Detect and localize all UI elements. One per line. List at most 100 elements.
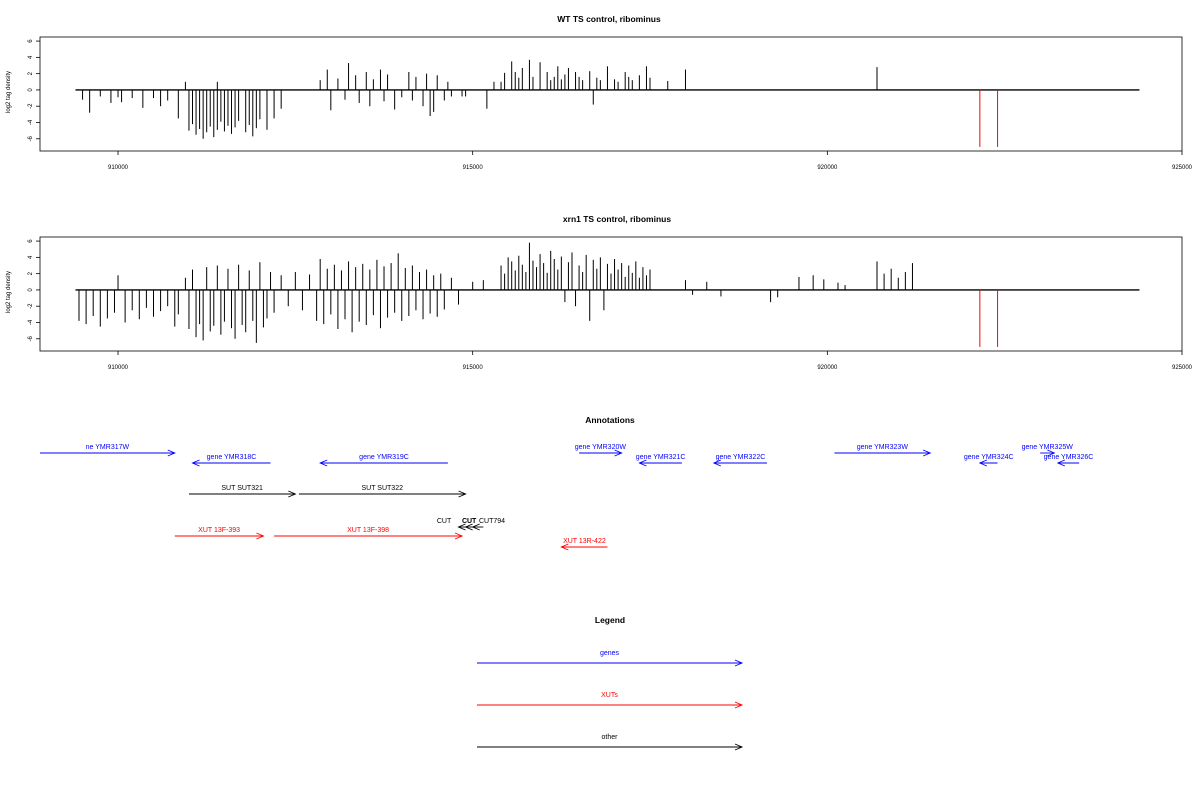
- feature-label: gene YMR322C: [716, 454, 766, 461]
- feature-label: gene YMR323W: [857, 444, 909, 451]
- feature-other: CUT: [437, 518, 466, 531]
- xrn1-density-panel: xrn1 TS control, ribominus log2 tag dens…: [6, 214, 1193, 371]
- feature-arrow-head: [560, 543, 569, 551]
- marker-lines: [979, 289, 999, 347]
- y-tick-label: 2: [28, 71, 34, 75]
- y-tick-label: 4: [28, 55, 34, 59]
- feature-arrow-head: [319, 459, 328, 467]
- marker-lines: [979, 89, 999, 147]
- feature-gene: gene YMR321C: [636, 454, 686, 467]
- feature-other: CUT794: [471, 518, 505, 531]
- legend-items: genes XUTs other: [477, 650, 744, 751]
- feature-label: CUT794: [479, 518, 505, 525]
- feature-arrow-head: [464, 523, 473, 531]
- y-tick-label: 4: [28, 255, 34, 259]
- feature-label: XUT 13F-398: [347, 527, 389, 534]
- x-tick-label: 920000: [817, 165, 838, 171]
- y-tick-label: 6: [28, 239, 34, 243]
- y-tick-label: 6: [28, 39, 34, 43]
- feature-label: gene YMR325W: [1022, 444, 1074, 451]
- y-axis-label: log2 tag density: [6, 271, 12, 313]
- feature-label: CUT: [462, 518, 477, 525]
- feature-gene: ne YMR317W: [40, 444, 176, 457]
- y-tick-label: -6: [28, 335, 34, 341]
- feature-gene: gene YMR325W: [1022, 444, 1074, 457]
- feature-label: SUT SUT321: [221, 485, 263, 492]
- feature-arrow-head: [471, 523, 480, 531]
- legend-arrow-head: [734, 701, 744, 709]
- feature-other: CUT: [462, 518, 477, 531]
- feature-arrow-head: [638, 459, 647, 467]
- feature-arrow-head: [256, 532, 265, 540]
- panel-title: xrn1 TS control, ribominus: [563, 214, 671, 224]
- feature-arrow-head: [614, 449, 623, 457]
- y-tick-label: -2: [28, 103, 34, 109]
- annotations-title: Annotations: [585, 415, 635, 425]
- legend-item-gene: genes: [477, 650, 744, 667]
- y-tick-label: -6: [28, 135, 34, 141]
- feature-label: gene YMR319C: [359, 454, 409, 461]
- x-tick-label: 915000: [463, 165, 484, 171]
- x-axis: 910000 915000 920000 925000: [108, 151, 1193, 171]
- feature-label: XUT 13F-393: [198, 527, 240, 534]
- legend-label: genes: [600, 650, 620, 657]
- feature-arrow-head: [167, 449, 176, 457]
- y-tick-label: 0: [28, 288, 34, 292]
- feature-gene: gene YMR323W: [834, 444, 932, 457]
- feature-gene: gene YMR322C: [712, 454, 768, 467]
- feature-gene: gene YMR324C: [964, 454, 1014, 467]
- feature-arrow-head: [454, 532, 464, 540]
- feature-label: gene YMR321C: [636, 454, 686, 461]
- y-tick-label: -4: [28, 319, 34, 325]
- feature-label: ne YMR317W: [86, 444, 130, 451]
- feature-xut: XUT 13R-422: [560, 538, 608, 551]
- y-tick-label: 0: [28, 88, 34, 92]
- feature-arrow-head: [288, 490, 297, 498]
- y-tick-label: -4: [28, 119, 34, 125]
- feature-arrow-head: [1056, 459, 1066, 467]
- feature-other: SUT SUT321: [188, 485, 297, 498]
- x-tick-label: 925000: [1172, 365, 1193, 371]
- feature-arrow-head: [923, 449, 932, 457]
- feature-label: gene YMR318C: [207, 454, 257, 461]
- feature-other: SUT SUT322: [298, 485, 467, 498]
- density-bars: [82, 59, 878, 139]
- x-tick-label: 925000: [1172, 165, 1193, 171]
- legend: Legend genes XUTs other: [477, 615, 744, 751]
- x-tick-label: 910000: [108, 165, 129, 171]
- feature-xut: XUT 13F-393: [174, 527, 265, 540]
- feature-label: gene YMR326C: [1044, 454, 1094, 461]
- wt-density-panel: WT TS control, ribominus log2 tag densit…: [6, 14, 1193, 171]
- feature-arrow-head: [978, 459, 988, 467]
- feature-arrow-head: [712, 459, 722, 467]
- feature-label: gene YMR324C: [964, 454, 1014, 461]
- feature-gene: gene YMR326C: [1044, 454, 1094, 467]
- feature-label: XUT 13R-422: [563, 538, 606, 545]
- annotations-track: Annotations ne YMR317W gene YMR318C gene Y…: [40, 415, 1094, 551]
- x-tick-label: 920000: [817, 365, 838, 371]
- feature-gene: gene YMR320W: [575, 444, 627, 457]
- y-axis: -6 -4 -2 0 2 4 6: [28, 39, 40, 141]
- legend-item-other: other: [477, 734, 744, 751]
- legend-arrow-head: [734, 743, 744, 751]
- density-bars: [78, 242, 913, 343]
- feature-arrow-head: [457, 523, 466, 531]
- feature-label: SUT SUT322: [361, 485, 403, 492]
- y-axis-label: log2 tag density: [6, 71, 12, 113]
- feature-label: CUT: [437, 518, 452, 525]
- feature-gene: gene YMR319C: [319, 454, 448, 467]
- feature-gene: gene YMR318C: [191, 454, 271, 467]
- legend-item-xut: XUTs: [477, 692, 744, 709]
- feature-arrow-head: [458, 490, 467, 498]
- x-tick-label: 915000: [463, 365, 484, 371]
- y-tick-label: 2: [28, 271, 34, 275]
- feature-label: gene YMR320W: [575, 444, 627, 451]
- panel-title: WT TS control, ribominus: [557, 14, 661, 24]
- y-tick-label: -2: [28, 303, 34, 309]
- feature-xut: XUT 13F-398: [274, 527, 464, 540]
- feature-arrows: ne YMR317W gene YMR318C gene YMR319C gene Y…: [40, 444, 1094, 551]
- x-tick-label: 910000: [108, 365, 129, 371]
- plot-frame: [39, 236, 1183, 352]
- feature-arrow-head: [191, 459, 200, 467]
